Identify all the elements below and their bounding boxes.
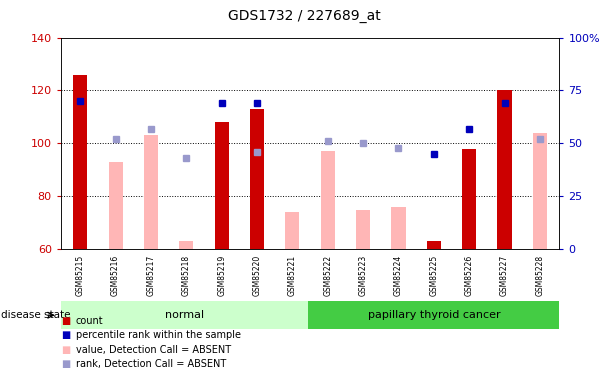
Text: GSM85223: GSM85223 (359, 255, 368, 296)
Text: ■: ■ (61, 359, 70, 369)
Bar (427, 242, 441, 249)
Bar (215, 122, 229, 249)
Text: rank, Detection Call = ABSENT: rank, Detection Call = ABSENT (76, 359, 226, 369)
Bar (250, 109, 264, 249)
Text: GSM85219: GSM85219 (217, 255, 226, 296)
Text: GSM85220: GSM85220 (252, 255, 261, 296)
Bar (392, 207, 406, 249)
Text: percentile rank within the sample: percentile rank within the sample (76, 330, 241, 340)
Bar (285, 212, 300, 249)
Text: count: count (76, 316, 103, 326)
Text: ■: ■ (61, 330, 70, 340)
Text: normal: normal (165, 310, 204, 320)
Text: GSM85221: GSM85221 (288, 255, 297, 296)
Bar (533, 133, 547, 249)
Bar (179, 242, 193, 249)
Text: GSM85225: GSM85225 (429, 255, 438, 296)
Bar (61, 301, 308, 329)
Text: GSM85228: GSM85228 (536, 255, 544, 296)
Text: GSM85222: GSM85222 (323, 255, 332, 296)
Text: GSM85217: GSM85217 (147, 255, 156, 296)
Text: GDS1732 / 227689_at: GDS1732 / 227689_at (227, 9, 381, 23)
Text: papillary thyroid cancer: papillary thyroid cancer (367, 310, 500, 320)
Text: GSM85215: GSM85215 (76, 255, 85, 296)
Text: disease state: disease state (1, 310, 71, 320)
Bar (144, 135, 158, 249)
Text: ■: ■ (61, 345, 70, 354)
Text: GSM85224: GSM85224 (394, 255, 403, 296)
Text: GSM85226: GSM85226 (465, 255, 474, 296)
Text: GSM85216: GSM85216 (111, 255, 120, 296)
Bar (308, 301, 559, 329)
Text: GSM85218: GSM85218 (182, 255, 191, 296)
Bar (109, 162, 123, 249)
Bar (462, 149, 476, 249)
Text: GSM85227: GSM85227 (500, 255, 509, 296)
Bar (320, 152, 335, 249)
Bar (497, 90, 511, 249)
Bar (73, 75, 88, 249)
Text: ■: ■ (61, 316, 70, 326)
Bar (356, 210, 370, 249)
Text: value, Detection Call = ABSENT: value, Detection Call = ABSENT (76, 345, 231, 354)
